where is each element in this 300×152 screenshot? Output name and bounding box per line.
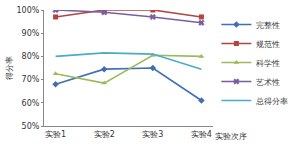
svg-text:90%: 90%	[22, 29, 40, 38]
svg-text:完整性: 完整性	[256, 21, 280, 30]
svg-text:100%: 100%	[17, 6, 40, 15]
svg-text:70%: 70%	[22, 75, 40, 84]
svg-text:艺术性: 艺术性	[256, 78, 280, 87]
svg-text:科学性: 科学性	[256, 59, 280, 68]
svg-text:80%: 80%	[22, 52, 40, 61]
svg-text:规范性: 规范性	[256, 40, 280, 49]
svg-text:实验1: 实验1	[45, 130, 66, 139]
svg-text:实验次序: 实验次序	[215, 132, 247, 141]
svg-text:总得分率: 总得分率	[255, 97, 288, 106]
svg-text:实验4: 实验4	[191, 130, 212, 139]
svg-text:实验2: 实验2	[94, 130, 115, 139]
svg-text:实验3: 实验3	[142, 130, 163, 139]
svg-text:60%: 60%	[22, 99, 40, 108]
svg-text:50%: 50%	[22, 122, 40, 131]
svg-text:得分率: 得分率	[5, 56, 14, 80]
